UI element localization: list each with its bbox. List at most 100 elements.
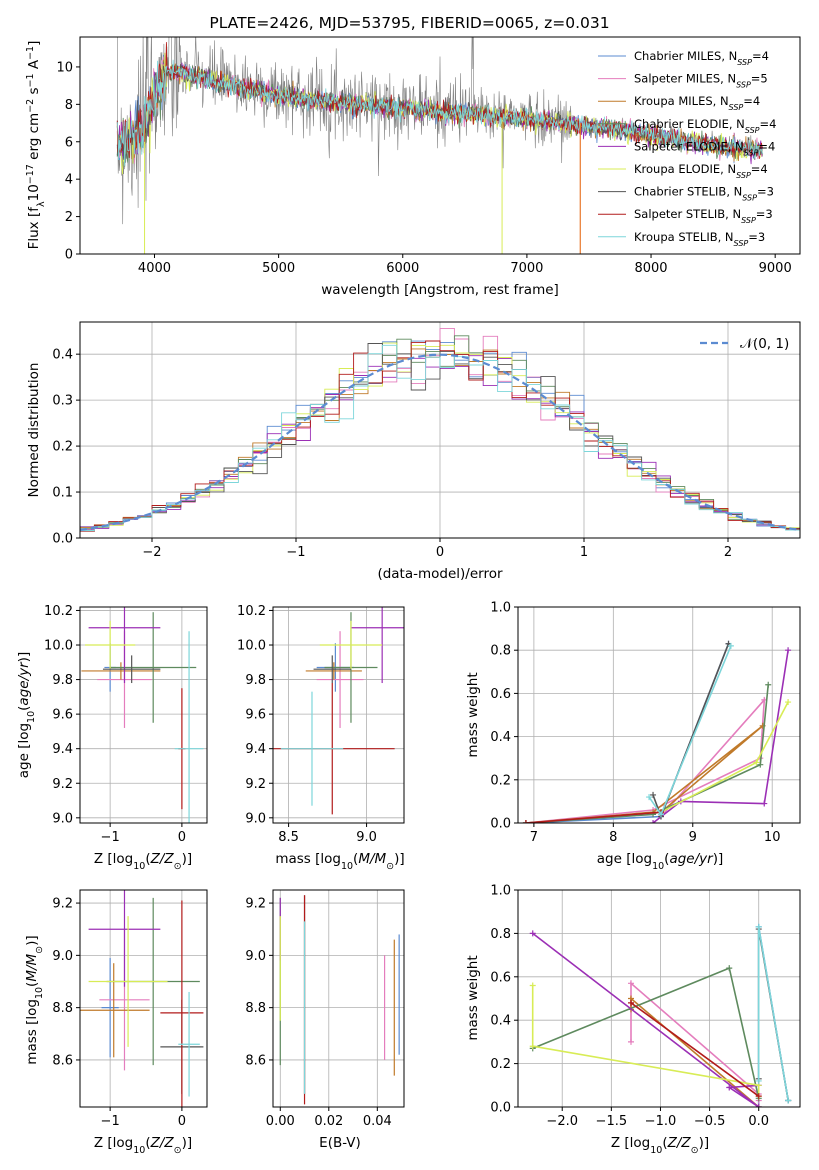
mw-z-xtick-label: −2.0 xyxy=(546,1114,578,1129)
mw-z-ytick-label: 0.2 xyxy=(490,1057,511,1072)
mass-weight-series-line xyxy=(648,645,732,817)
mass-weight-point xyxy=(529,982,536,989)
mw-age-ytick-label: 1.0 xyxy=(490,601,511,616)
residual-histogram-line xyxy=(80,344,800,531)
residuals-xtick-label: −1 xyxy=(286,545,305,560)
age-z-ytick-label: 9.4 xyxy=(52,742,73,757)
spectrum-xtick-label: 4000 xyxy=(138,261,171,276)
mw-z-xtick-label: 0.0 xyxy=(748,1114,769,1129)
age-z-xlabel: Z [log10(Z/Z⊙)] xyxy=(94,851,192,872)
age-mass-xtick-label: 8.5 xyxy=(278,830,299,845)
mass-ebv-xtick-label: 0.00 xyxy=(266,1114,295,1129)
figure-title: PLATE=2426, MJD=53795, FIBERID=0065, z=0… xyxy=(209,14,609,32)
residual-histogram-line xyxy=(80,340,800,532)
mass-weight-series-line xyxy=(531,985,760,1097)
residuals-xtick-label: −2 xyxy=(142,545,161,560)
spectrum-ytick-label: 4 xyxy=(65,173,73,188)
legend-label: Salpeter MILES, NSSP=5 xyxy=(634,72,768,90)
mass-weight-series-line xyxy=(630,1002,760,1097)
legend-label: Salpeter STELIB, NSSP=3 xyxy=(634,207,773,225)
mass-z-ytick-label: 8.8 xyxy=(52,1001,73,1016)
mass-z-xtick-label: 0 xyxy=(178,1114,186,1129)
mass-weight-point xyxy=(726,965,733,972)
age-mass-frame xyxy=(272,606,405,824)
legend-label: Chabrier STELIB, NSSP=3 xyxy=(634,185,774,203)
mw-z-frame xyxy=(517,889,801,1108)
mw-z-xtick-label: −1.5 xyxy=(596,1114,628,1129)
spectrum-ytick-label: 2 xyxy=(65,210,73,225)
age-z-frame xyxy=(79,606,208,824)
mass-weight-series-line xyxy=(525,643,730,823)
residuals-xtick-label: 0 xyxy=(436,545,444,560)
mass-ebv-ytick-label: 8.8 xyxy=(245,1001,266,1016)
mw-z-ytick-label: 0.6 xyxy=(490,970,511,985)
spectrum-ytick-label: 10 xyxy=(56,60,73,75)
residuals-legend-label: 𝒩(0, 1) xyxy=(740,336,789,352)
age-z-ylabel: age [log10(age/yr)] xyxy=(16,652,37,778)
mass-weight-series-line xyxy=(757,926,789,1101)
residuals-xtick-label: 1 xyxy=(580,545,588,560)
age-mass-xlabel: mass [log10(M/M⊙)] xyxy=(275,851,404,872)
residuals-ytick-label: 0.1 xyxy=(52,486,73,501)
age-mass-ytick-label: 9.8 xyxy=(245,673,266,688)
mass-z-ytick-label: 8.6 xyxy=(52,1053,73,1068)
mass-weight-point xyxy=(657,811,664,818)
age-mass-ytick-label: 9.2 xyxy=(245,777,266,792)
age-z-xtick-label: 0 xyxy=(178,830,186,845)
age-mass-ytick-label: 10.0 xyxy=(237,639,266,654)
mass-weight-point xyxy=(627,1038,634,1045)
age-z-ytick-label: 9.0 xyxy=(52,811,73,826)
age-z-ytick-label: 10.2 xyxy=(44,604,73,619)
spectrum-xtick-label: 9000 xyxy=(759,261,792,276)
mass-weight-point xyxy=(755,1104,762,1107)
mass-weight-point xyxy=(727,642,734,649)
mass-weight-point xyxy=(785,699,792,706)
age-mass-axes: 8.5 9.0 9.0 9.2 9.4 9.6 9.8 10.0 10.2 xyxy=(237,604,404,845)
residuals-xtick-label: 2 xyxy=(724,545,732,560)
legend-label: Salpeter ELODIE, NSSP=4 xyxy=(634,139,775,157)
age-mass-ytick-label: 9.0 xyxy=(245,811,266,826)
spectrum-frame xyxy=(79,36,801,255)
mass-ebv-ytick-label: 9.0 xyxy=(245,949,266,964)
mass-weight-point xyxy=(529,930,536,937)
mass-weight-point xyxy=(627,999,634,1006)
spectrum-ylabel: Flux [fλ10−17 erg cm−2 s−1 A−1] xyxy=(25,41,47,250)
mass-weight-point xyxy=(785,647,792,654)
mass-z-axes: −1 0 8.6 8.8 9.0 9.2 xyxy=(52,890,207,1129)
mw-age-xlabel: age [log10(age/yr)] xyxy=(597,851,723,872)
residuals-ylabel: Normed distribution xyxy=(26,363,42,498)
mass-ebv-frame xyxy=(272,889,405,1108)
age-mass-xtick-label: 9.0 xyxy=(356,830,377,845)
mw-z-ytick-label: 0.4 xyxy=(490,1014,511,1029)
mw-z-ytick-label: 0.0 xyxy=(490,1101,511,1116)
mass-weight-point xyxy=(650,791,657,798)
mass-ebv-ytick-label: 8.6 xyxy=(245,1053,266,1068)
mass-z-ylabel: mass [log10(M/M⊙)] xyxy=(24,935,45,1064)
spectrum-ytick-label: 0 xyxy=(65,248,73,263)
spectrum-xtick-label: 7000 xyxy=(510,261,543,276)
legend-label: Kroupa ELODIE, NSSP=4 xyxy=(634,162,768,180)
mass-weight-series-line xyxy=(525,811,662,823)
age-z-ytick-label: 9.6 xyxy=(52,708,73,723)
mass-ebv-xtick-label: 0.02 xyxy=(314,1114,343,1129)
model-spectrum-line xyxy=(116,42,763,160)
spectrum-ytick-label: 6 xyxy=(65,135,73,150)
mass-weight-point xyxy=(726,1084,733,1091)
age-mass-ytick-label: 10.2 xyxy=(237,604,266,619)
residuals-ytick-label: 0.4 xyxy=(52,348,73,363)
spectrum-axes: 4000 5000 6000 7000 8000 9000 0 2 4 6 8 10 xyxy=(56,37,792,276)
age-z-ytick-label: 9.2 xyxy=(52,777,73,792)
age-z-xtick-label: −1 xyxy=(101,830,120,845)
mass-ebv-axes: 0.00 0.02 0.04 8.6 8.8 9.0 9.2 xyxy=(245,890,404,1129)
mw-age-ytick-label: 0.4 xyxy=(490,730,511,745)
mw-z-ylabel: mass weight xyxy=(465,955,481,1040)
mass-weight-series-line xyxy=(652,650,789,823)
mw-age-xtick-label: 8 xyxy=(609,830,617,845)
mass-z-ytick-label: 9.2 xyxy=(52,897,73,912)
mass-weight-point xyxy=(753,759,760,766)
mass-weight-point xyxy=(755,1093,762,1100)
mw-age-ytick-label: 0.8 xyxy=(490,644,511,659)
residuals-xlabel: (data-model)/error xyxy=(377,566,503,582)
age-mass-ytick-label: 9.6 xyxy=(245,708,266,723)
